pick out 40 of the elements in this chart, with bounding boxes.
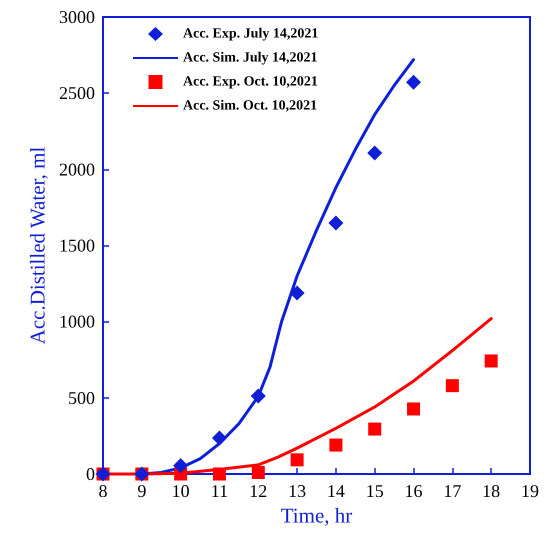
point bbox=[290, 453, 304, 466]
x-tick-label: 19 bbox=[521, 481, 539, 501]
point bbox=[290, 286, 305, 301]
point bbox=[252, 466, 265, 479]
y-tick-label: 3000 bbox=[59, 7, 95, 27]
x-tick-label: 14 bbox=[326, 481, 345, 501]
x-tick-label: 8 bbox=[98, 481, 108, 501]
y-axis-title: Acc.Distilled Water, ml bbox=[26, 146, 50, 344]
x-axis-title: Time, hr bbox=[280, 503, 352, 528]
point bbox=[173, 458, 188, 474]
x-tick-label: 18 bbox=[482, 481, 500, 501]
x-tick-label: 13 bbox=[288, 481, 306, 501]
x-tick-label: 15 bbox=[366, 481, 384, 501]
y-tick-label: 1000 bbox=[59, 312, 95, 332]
point bbox=[367, 146, 382, 161]
y-tick-label: 1500 bbox=[59, 236, 95, 256]
legend-label: Acc. Exp. Oct. 10,2021 bbox=[183, 74, 318, 90]
x-tick-label: 11 bbox=[210, 481, 228, 501]
point bbox=[212, 468, 226, 480]
point bbox=[368, 422, 382, 436]
legend-label: Acc. Sim. July 14,2021 bbox=[183, 50, 318, 66]
point bbox=[328, 215, 344, 230]
point bbox=[250, 388, 266, 404]
y-tick-label: 2500 bbox=[59, 83, 95, 104]
legend-label: Acc. Sim. Oct. 10,2021 bbox=[183, 98, 318, 114]
x-tick-label: 17 bbox=[443, 481, 462, 501]
y-tick-label: 500 bbox=[68, 388, 95, 408]
point bbox=[329, 438, 342, 452]
legend-label: Acc. Exp. July 14,2021 bbox=[183, 26, 318, 42]
point bbox=[407, 402, 420, 416]
y-tick-label: 2000 bbox=[59, 159, 95, 180]
x-tick-label: 12 bbox=[249, 481, 268, 501]
point bbox=[212, 430, 227, 446]
x-tick-label: 10 bbox=[172, 481, 190, 501]
y-tick-label: 0 bbox=[86, 464, 95, 484]
point bbox=[406, 74, 422, 90]
point bbox=[446, 379, 459, 392]
x-tick-label: 16 bbox=[404, 481, 423, 501]
point bbox=[484, 354, 498, 368]
x-tick-label: 9 bbox=[137, 481, 146, 501]
